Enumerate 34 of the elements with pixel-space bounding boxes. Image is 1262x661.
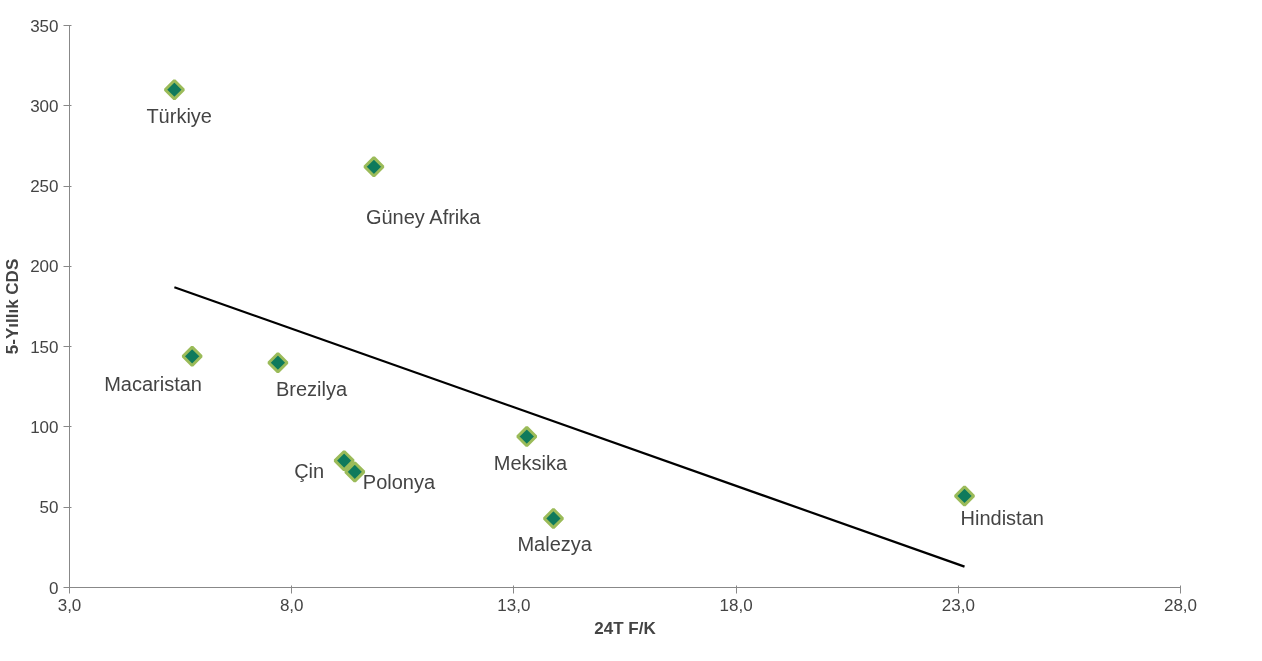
annotation: Meksika: [493, 451, 569, 474]
annotation: Polonya: [362, 470, 436, 493]
annotation: Çin: [294, 459, 325, 482]
annotation: Güney Afrika: [365, 205, 482, 228]
x-tick-label: 8,0: [279, 595, 304, 615]
point: [333, 449, 355, 472]
x-tick-label: 3,0: [57, 595, 82, 615]
point: [267, 352, 289, 374]
annotation: Türkiye: [146, 104, 212, 127]
y-tick-label: 150: [30, 337, 59, 357]
y-tick-label: 0: [49, 578, 59, 598]
x-tick-label: 13,0: [497, 595, 531, 615]
y-tick-label: 300: [30, 96, 59, 116]
annotation: Macaristan: [104, 373, 202, 396]
x-tick-label: 28,0: [1163, 595, 1198, 615]
point: [516, 425, 538, 448]
x-tick-label: 18,0: [719, 595, 753, 615]
y-axis-title: 5-Yıllık CDS: [3, 258, 23, 355]
annotation: Malezya: [517, 533, 593, 556]
y-tick-label: 100: [30, 417, 59, 437]
y-tick-label: 250: [30, 177, 59, 197]
point: [163, 79, 186, 101]
y-tick-label: 350: [30, 16, 59, 36]
point: [344, 461, 366, 483]
x-axis-title: 24T F/K: [594, 618, 657, 638]
y-tick-label: 50: [39, 498, 59, 518]
annotation: Brezilya: [275, 377, 348, 400]
point: [181, 345, 203, 367]
point: [953, 485, 976, 507]
point: [363, 156, 385, 178]
annotation: Hindistan: [960, 506, 1044, 529]
point: [542, 507, 565, 530]
y-tick-label: 200: [30, 257, 59, 277]
x-tick-label: 23,0: [941, 595, 975, 615]
